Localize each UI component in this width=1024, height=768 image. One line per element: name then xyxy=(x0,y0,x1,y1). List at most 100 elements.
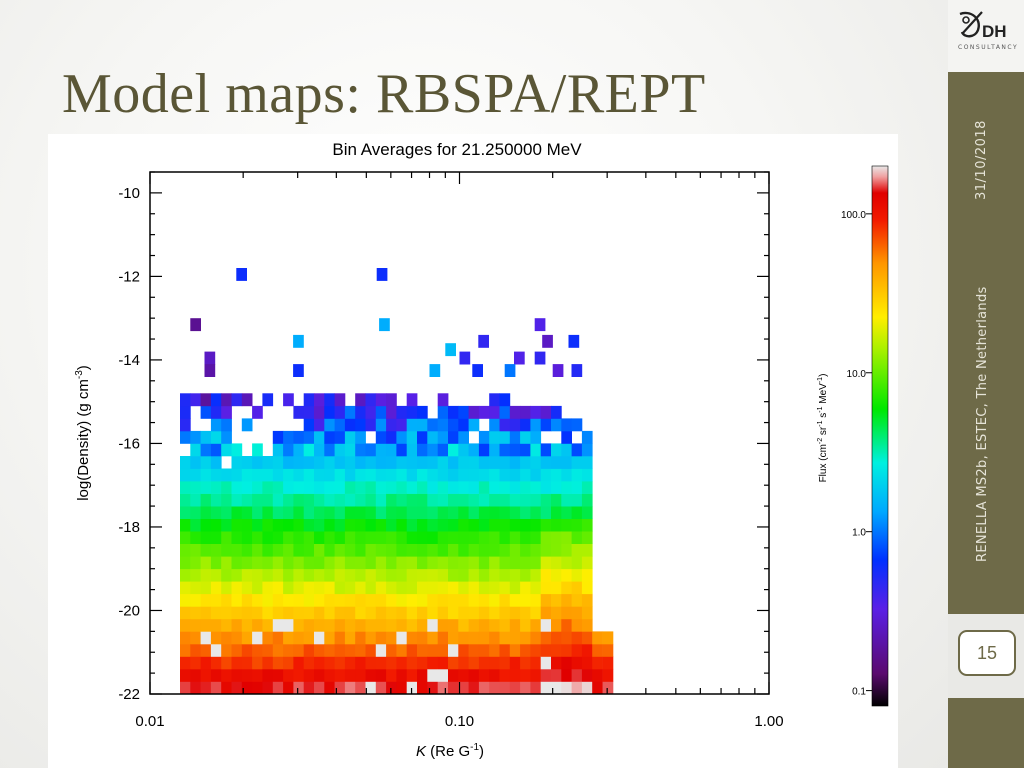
chart-panel: 0.01 0.10 1.00 -10 -12 -14 -16 -18 -20 -22 Bin Av… xyxy=(48,134,898,768)
heatmap-cell xyxy=(468,456,480,469)
heatmap-cell xyxy=(561,681,572,695)
heatmap-cell xyxy=(437,593,449,607)
heatmap-cell xyxy=(478,593,490,607)
heatmap-cell xyxy=(272,643,284,657)
heatmap-cell-sparse xyxy=(504,364,516,377)
heatmap-cell xyxy=(180,631,191,645)
heatmap-cell xyxy=(530,581,542,595)
heatmap-cell xyxy=(375,393,387,407)
heatmap-cell xyxy=(241,568,253,582)
heatmap-cell xyxy=(540,418,552,432)
heatmap-cell xyxy=(396,656,408,670)
heatmap-cell xyxy=(551,481,562,494)
heatmap-cell xyxy=(468,481,480,494)
heatmap-cell xyxy=(210,618,222,632)
heatmap-cell xyxy=(344,493,356,507)
heatmap-cell xyxy=(314,643,325,657)
heatmap-cell xyxy=(551,581,562,595)
heatmap-cell xyxy=(386,405,397,419)
heatmap-cell xyxy=(509,631,521,645)
heatmap-cell xyxy=(406,618,418,632)
heatmap-cell xyxy=(509,668,521,682)
heatmap-cell xyxy=(520,643,531,657)
heatmap-cell xyxy=(489,618,500,632)
heatmap-cell xyxy=(551,681,562,695)
heatmap-cell xyxy=(406,593,418,607)
heatmap-cell xyxy=(324,681,335,695)
heatmap-cell xyxy=(283,443,294,457)
heatmap-cell xyxy=(334,606,346,620)
heatmap-cell xyxy=(602,643,614,657)
heatmap-cell xyxy=(210,681,222,695)
heatmap-cell xyxy=(314,606,325,620)
heatmap-cell xyxy=(458,643,469,657)
heatmap-cell xyxy=(221,543,232,557)
y-tick-label: -16 xyxy=(118,435,140,452)
heatmap-cell xyxy=(365,456,377,469)
heatmap-cell xyxy=(365,481,377,494)
heatmap-cell xyxy=(375,456,387,469)
heatmap-cell xyxy=(375,556,387,570)
heatmap-cell xyxy=(551,618,562,632)
heatmap-cell xyxy=(293,581,305,595)
heatmap-cell xyxy=(406,668,418,682)
heatmap-cell xyxy=(200,568,212,582)
heatmap-cell xyxy=(571,556,583,570)
heatmap-cell xyxy=(581,631,593,645)
heatmap-cell xyxy=(417,456,428,469)
heatmap-cell-sparse xyxy=(534,318,546,332)
heatmap-cell xyxy=(262,481,274,494)
heatmap-cell xyxy=(396,506,408,519)
heatmap-cell xyxy=(489,606,500,620)
heatmap-cell-sparse xyxy=(445,343,456,357)
heatmap-cell xyxy=(241,543,253,557)
heatmap-cell xyxy=(437,543,449,557)
heatmap-cell xyxy=(396,456,408,469)
heatmap-cell xyxy=(180,656,191,670)
heatmap-cell xyxy=(210,656,222,670)
heatmap-cell xyxy=(283,481,294,494)
heatmap-cell xyxy=(561,543,572,557)
heatmap-cell xyxy=(314,593,325,607)
heatmap-cell xyxy=(355,568,366,582)
heatmap-cell xyxy=(190,531,201,544)
heatmap-cell xyxy=(509,543,521,557)
heatmap-cell xyxy=(396,631,408,645)
heatmap-cell xyxy=(489,405,500,419)
heatmap-cell xyxy=(303,631,315,645)
heatmap-cell xyxy=(355,593,366,607)
heatmap-cell xyxy=(324,405,335,419)
heatmap-cell xyxy=(437,393,449,407)
heatmap-cell xyxy=(272,456,284,469)
heatmap-cell xyxy=(386,668,397,682)
heatmap-cell xyxy=(386,643,397,657)
heatmap-cell xyxy=(324,518,335,532)
heatmap-cell xyxy=(468,593,480,607)
heatmap-cell xyxy=(540,581,552,595)
heatmap-cell xyxy=(200,556,212,570)
chart-title: Bin Averages for 21.250000 MeV xyxy=(332,140,582,159)
heatmap-cell xyxy=(190,543,201,557)
heatmap-cell xyxy=(262,643,274,657)
heatmap-cell xyxy=(540,593,552,607)
heatmap-cell xyxy=(489,506,500,519)
heatmap-cell xyxy=(283,643,294,657)
heatmap-cell xyxy=(489,668,500,682)
heatmap-cell xyxy=(365,405,377,419)
heatmap-cell xyxy=(468,668,480,682)
heatmap-cell xyxy=(344,618,356,632)
x-tick-label: 0.10 xyxy=(445,713,474,730)
heatmap-cell xyxy=(478,543,490,557)
heatmap-cell xyxy=(437,668,449,682)
heatmap-cell xyxy=(180,556,191,570)
heatmap-cell xyxy=(180,618,191,632)
heatmap-cell xyxy=(375,606,387,620)
heatmap-cell xyxy=(262,531,274,544)
heatmap-cell xyxy=(448,593,459,607)
heatmap-cell xyxy=(344,468,356,482)
heatmap-cell xyxy=(406,468,418,482)
heatmap-cell xyxy=(499,443,511,457)
heatmap-cell xyxy=(581,531,593,544)
heatmap-cell xyxy=(241,481,253,494)
heatmap-cell xyxy=(241,518,253,532)
